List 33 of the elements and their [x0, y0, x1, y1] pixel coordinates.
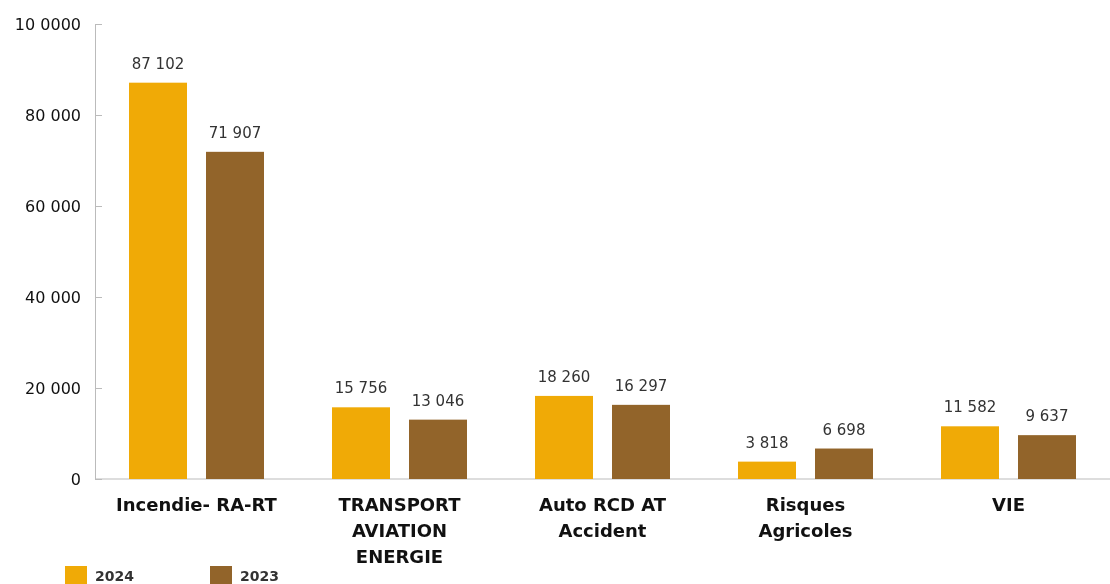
data-label: 87 102 [131, 54, 185, 73]
bar [206, 151, 264, 479]
data-label: 13 046 [411, 391, 465, 410]
y-tick-label: 80 000 [25, 105, 81, 125]
data-label: 6 698 [822, 420, 866, 439]
data-label: 3 818 [745, 433, 789, 452]
bar [612, 404, 670, 479]
x-tick-label: TRANSPORT AVIATION ENERGIE [338, 494, 462, 568]
bar [1018, 435, 1076, 479]
bar [941, 426, 999, 479]
bar [738, 461, 796, 479]
data-label: 11 582 [943, 398, 997, 417]
y-tick-label: 0 [70, 469, 81, 489]
data-label: 16 297 [614, 376, 668, 395]
y-tick-label: 60 000 [25, 196, 81, 216]
x-tick-label: Risques Agricoles [758, 494, 853, 542]
x-tick-label: Incendie- RA-RT [116, 494, 278, 515]
legend-label: 2023 [240, 568, 279, 584]
data-label: 18 260 [537, 367, 591, 386]
bar [129, 82, 187, 479]
bar [535, 395, 593, 479]
y-tick-label: 20 000 [25, 378, 81, 398]
data-label: 71 907 [208, 123, 262, 142]
bar [409, 419, 467, 479]
y-tick-label: 40 000 [25, 287, 81, 307]
x-tick-label: Auto RCD AT Accident [538, 494, 667, 542]
legend-label: 2024 [95, 568, 135, 584]
data-label: 15 756 [334, 379, 388, 398]
y-tick-label: 10 0000 [14, 14, 81, 34]
data-label: 9 637 [1025, 407, 1069, 426]
bar [332, 407, 390, 479]
x-tick-label: VIE [992, 494, 1025, 515]
bar [815, 448, 873, 479]
